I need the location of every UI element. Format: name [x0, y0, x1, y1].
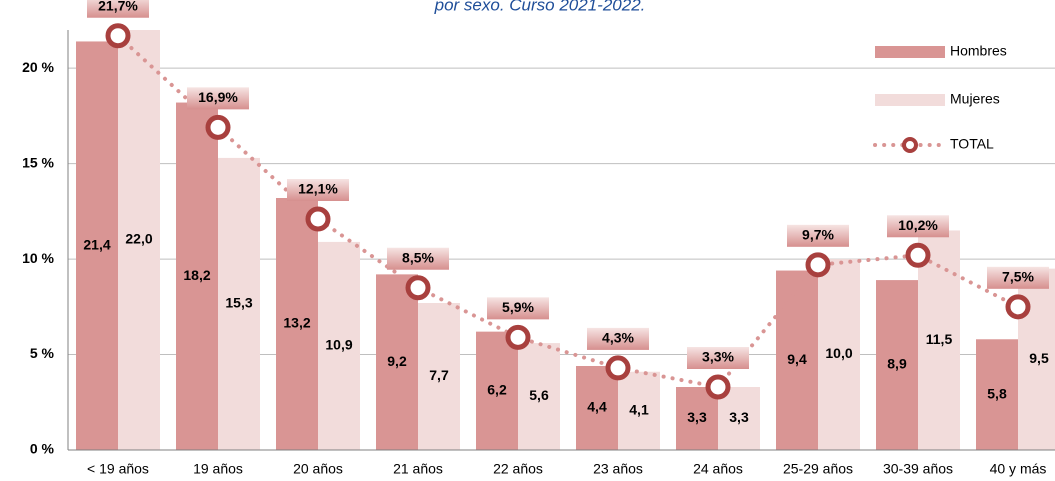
- bar: [876, 280, 918, 450]
- data-label: 21,4: [83, 236, 110, 252]
- bar: [576, 366, 618, 450]
- bar: [218, 157, 260, 450]
- bar: [76, 41, 118, 451]
- bar: [518, 343, 560, 450]
- data-label: 4,4: [587, 399, 607, 415]
- x-tick-label: 40 y más: [990, 461, 1047, 477]
- data-label: 3,3: [687, 409, 707, 425]
- label-box: [487, 297, 549, 320]
- label-box: [587, 327, 649, 350]
- bar: [718, 387, 760, 450]
- data-label: 9,5: [1029, 350, 1049, 366]
- bar: [776, 270, 818, 450]
- x-tick-label: 20 años: [293, 461, 343, 477]
- data-label: 7,5%: [1002, 269, 1034, 285]
- data-label: 5,9%: [502, 299, 534, 315]
- label-box: [787, 224, 849, 247]
- data-label: 9,7%: [802, 227, 834, 243]
- x-tick-label: 19 años: [193, 461, 243, 477]
- data-label: 9,4: [787, 351, 807, 367]
- data-label: 12,1%: [298, 181, 338, 197]
- data-label: 9,2: [387, 353, 407, 369]
- legend-label: Hombres: [950, 43, 1007, 59]
- data-label: 5,8: [987, 385, 1007, 401]
- y-tick-label: 5 %: [30, 345, 55, 361]
- bar: [318, 241, 360, 450]
- x-tick-label: 30-39 años: [883, 461, 953, 477]
- data-label: 22,0: [125, 231, 152, 247]
- bar: [476, 331, 518, 450]
- data-label: 4,3%: [602, 330, 634, 346]
- bar: [376, 274, 418, 450]
- bar: [118, 30, 160, 450]
- marker: [205, 114, 231, 140]
- marker: [1005, 294, 1031, 320]
- y-tick-label: 20 %: [22, 59, 54, 75]
- marker: [405, 275, 431, 301]
- data-label: 3,3: [729, 409, 749, 425]
- data-label: 4,1: [629, 402, 649, 418]
- marker: [105, 23, 131, 49]
- marker: [805, 252, 831, 278]
- data-label: 10,2%: [898, 217, 938, 233]
- line: [116, 33, 1020, 390]
- bar: [976, 339, 1018, 450]
- bar: [276, 198, 318, 450]
- label-box: [887, 215, 949, 238]
- label-box: [987, 266, 1049, 289]
- bar: [676, 387, 718, 450]
- x-tick-label: 25-29 años: [783, 461, 853, 477]
- marker: [905, 242, 931, 268]
- legend-swatch: [875, 94, 945, 106]
- marker: [605, 355, 631, 381]
- x-tick-label: 24 años: [693, 461, 743, 477]
- bar: [418, 303, 460, 450]
- data-label: 18,2: [183, 267, 210, 283]
- data-label: 3,3%: [702, 349, 734, 365]
- y-tick-label: 15 %: [22, 154, 54, 170]
- data-label: 8,9: [887, 356, 907, 372]
- x-tick-label: 21 años: [393, 461, 443, 477]
- label-box: [187, 87, 249, 110]
- data-label: 7,7: [429, 367, 449, 383]
- x-tick-label: 22 años: [493, 461, 543, 477]
- data-label: 5,6: [529, 387, 549, 403]
- label-box: [287, 179, 349, 201]
- data-label: 13,2: [283, 315, 310, 331]
- chart-title: por sexo. Curso 2021-2022.: [434, 0, 646, 14]
- legend-label: TOTAL: [950, 136, 994, 152]
- x-tick-label: < 19 años: [87, 461, 149, 477]
- marker: [705, 374, 731, 400]
- data-label: 15,3: [225, 295, 252, 311]
- data-label: 16,9%: [198, 89, 238, 105]
- label-box: [87, 0, 149, 18]
- bar: [818, 259, 860, 450]
- data-label: 8,5%: [402, 249, 434, 265]
- y-tick-label: 10 %: [22, 250, 54, 266]
- data-label: 6,2: [487, 382, 507, 398]
- bar: [176, 102, 218, 450]
- bar: [618, 371, 660, 450]
- data-label: 11,5: [926, 331, 953, 347]
- marker: [505, 324, 531, 350]
- legend-marker: [902, 137, 918, 153]
- x-tick-label: 23 años: [593, 461, 643, 477]
- y-tick-label: 0 %: [30, 441, 55, 457]
- data-label: 21,7%: [98, 0, 138, 13]
- label-box: [387, 247, 449, 270]
- label-box: [687, 347, 749, 369]
- marker: [305, 206, 331, 232]
- legend-swatch: [875, 46, 945, 58]
- data-label: 10,0: [825, 345, 852, 361]
- legend-label: Mujeres: [950, 91, 1000, 107]
- data-label: 10,9: [325, 337, 352, 353]
